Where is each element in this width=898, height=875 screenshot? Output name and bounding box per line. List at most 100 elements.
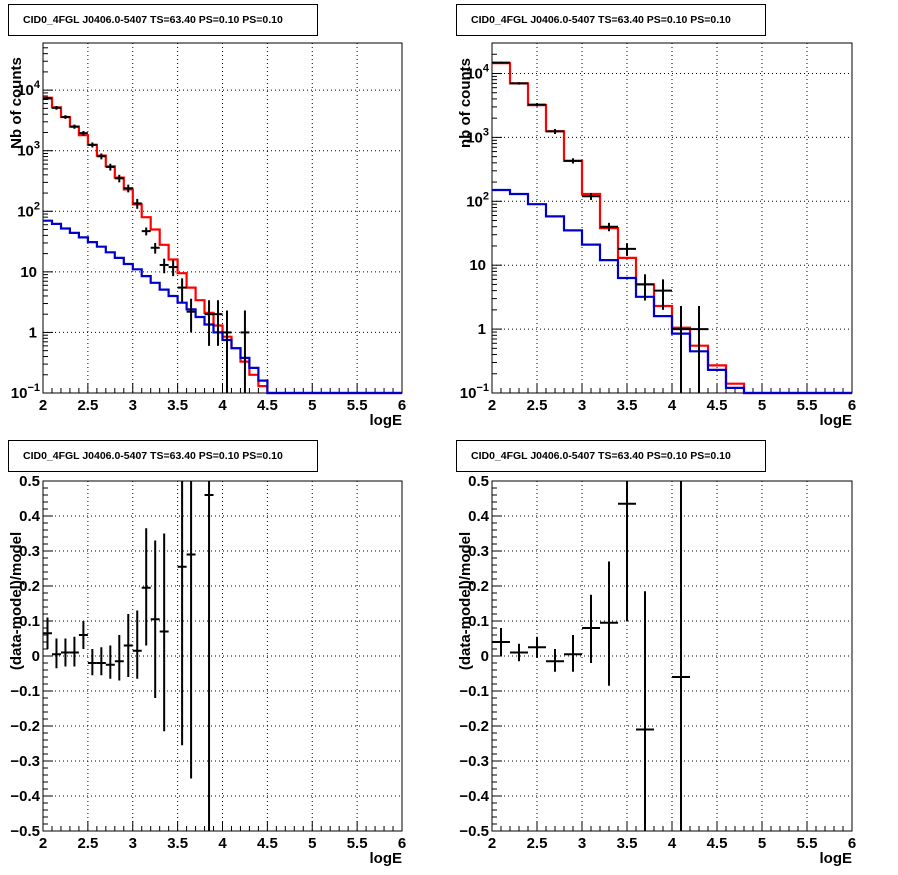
- x-axis-label: logE: [820, 850, 853, 867]
- data-point: [150, 540, 160, 698]
- x-tick-label: 5: [308, 397, 316, 414]
- y-tick-label: 102: [466, 190, 489, 210]
- data-point: [141, 227, 151, 236]
- x-tick-label: 3.5: [167, 397, 188, 414]
- x-tick-label: 3.5: [167, 835, 188, 852]
- x-tick-label: 4.5: [707, 835, 728, 852]
- x-tick-label: 2.5: [527, 835, 548, 852]
- x-axis-label: logE: [370, 850, 403, 867]
- y-tick-label: 103: [466, 126, 489, 146]
- y-tick-label: 1: [29, 324, 37, 341]
- x-tick-label: 3: [129, 397, 137, 414]
- data-point: [618, 243, 636, 256]
- x-tick-label: 6: [848, 397, 856, 414]
- data-point: [636, 591, 654, 831]
- x-tick-label: 5: [308, 835, 316, 852]
- data-point: [159, 533, 169, 732]
- x-tick-label: 6: [848, 835, 856, 852]
- y-tick-label: 0.4: [468, 508, 490, 525]
- y-tick-label: −0.3: [459, 753, 489, 770]
- data-point: [132, 610, 142, 679]
- y-tick-label: 1: [478, 321, 486, 338]
- data-point: [177, 481, 187, 746]
- data-point: [60, 638, 70, 667]
- data-point: [141, 528, 151, 646]
- y-tick-label: 0.3: [19, 543, 40, 560]
- x-tick-label: 6: [398, 397, 406, 414]
- x-tick-label: 3: [129, 835, 137, 852]
- y-tick-label: −0.5: [459, 823, 489, 840]
- x-tick-label: 4: [668, 397, 677, 414]
- y-tick-label: −0.2: [459, 718, 489, 735]
- data-point: [96, 153, 106, 160]
- y-tick-label: 0.2: [468, 578, 489, 595]
- y-tick-label: 10−1: [11, 382, 40, 402]
- data-point: [60, 115, 70, 119]
- data-point: [78, 621, 88, 649]
- y-tick-label: −0.4: [459, 788, 489, 805]
- data-point: [87, 142, 97, 148]
- x-tick-label: 5: [758, 397, 766, 414]
- y-axis-label: (data-model)/model: [8, 532, 25, 670]
- x-tick-label: 5.5: [797, 835, 818, 852]
- y-tick-label: 0.2: [19, 578, 40, 595]
- panel-3-title: CID0_4FGL J0406.0-5407 TS=63.40 PS=0.10 …: [8, 440, 318, 472]
- background-model-histogram: [492, 188, 852, 395]
- y-tick-label: 0.1: [19, 613, 40, 630]
- data-point: [222, 310, 232, 393]
- data-point: [43, 617, 52, 649]
- data-point: [510, 82, 528, 85]
- y-tick-label: 0.1: [468, 613, 489, 630]
- data-point: [654, 279, 672, 310]
- data-point: [123, 614, 133, 677]
- data-point: [96, 647, 106, 676]
- y-tick-label: −0.4: [10, 788, 40, 805]
- x-tick-label: 6: [398, 835, 406, 852]
- data-point: [87, 649, 97, 676]
- data-point: [564, 635, 582, 672]
- y-axis-label: Nb of counts: [8, 57, 25, 149]
- x-tick-label: 5: [758, 835, 766, 852]
- y-tick-label: 0.3: [468, 543, 489, 560]
- y-tick-label: 0: [32, 648, 40, 665]
- y-tick-label: 10: [20, 264, 37, 281]
- y-tick-label: 0.5: [19, 473, 40, 490]
- data-point: [564, 158, 582, 164]
- data-point: [582, 192, 600, 200]
- data-point: [546, 649, 564, 672]
- y-tick-label: 104: [17, 79, 41, 99]
- data-point: [69, 124, 79, 129]
- data-point: [186, 298, 196, 333]
- y-axis-label: nb of counts: [457, 58, 474, 148]
- data-point: [186, 481, 196, 779]
- data-point: [105, 645, 115, 679]
- x-tick-label: 4.5: [707, 397, 728, 414]
- y-tick-label: 0.4: [19, 508, 41, 525]
- y-axis-label: (data-model)/model: [457, 532, 474, 670]
- y-tick-label: 102: [17, 200, 40, 220]
- y-tick-label: −0.2: [10, 718, 40, 735]
- data-point: [690, 305, 708, 393]
- y-tick-label: 104: [466, 62, 490, 82]
- y-tick-label: −0.1: [10, 683, 40, 700]
- x-tick-label: 3: [578, 835, 586, 852]
- data-point: [213, 300, 223, 346]
- data-point: [492, 628, 510, 656]
- data-point: [150, 242, 160, 254]
- data-point: [240, 310, 250, 393]
- data-point: [672, 305, 690, 393]
- x-tick-label: 4.5: [257, 397, 278, 414]
- x-tick-label: 4: [218, 835, 227, 852]
- data-point: [528, 636, 546, 658]
- x-tick-label: 3.5: [617, 835, 638, 852]
- x-tick-label: 2: [39, 835, 47, 852]
- data-point: [600, 561, 618, 686]
- data-point: [582, 594, 600, 663]
- data-point: [492, 61, 510, 64]
- x-tick-label: 2.5: [527, 397, 548, 414]
- data-point: [168, 260, 178, 277]
- x-tick-label: 4.5: [257, 835, 278, 852]
